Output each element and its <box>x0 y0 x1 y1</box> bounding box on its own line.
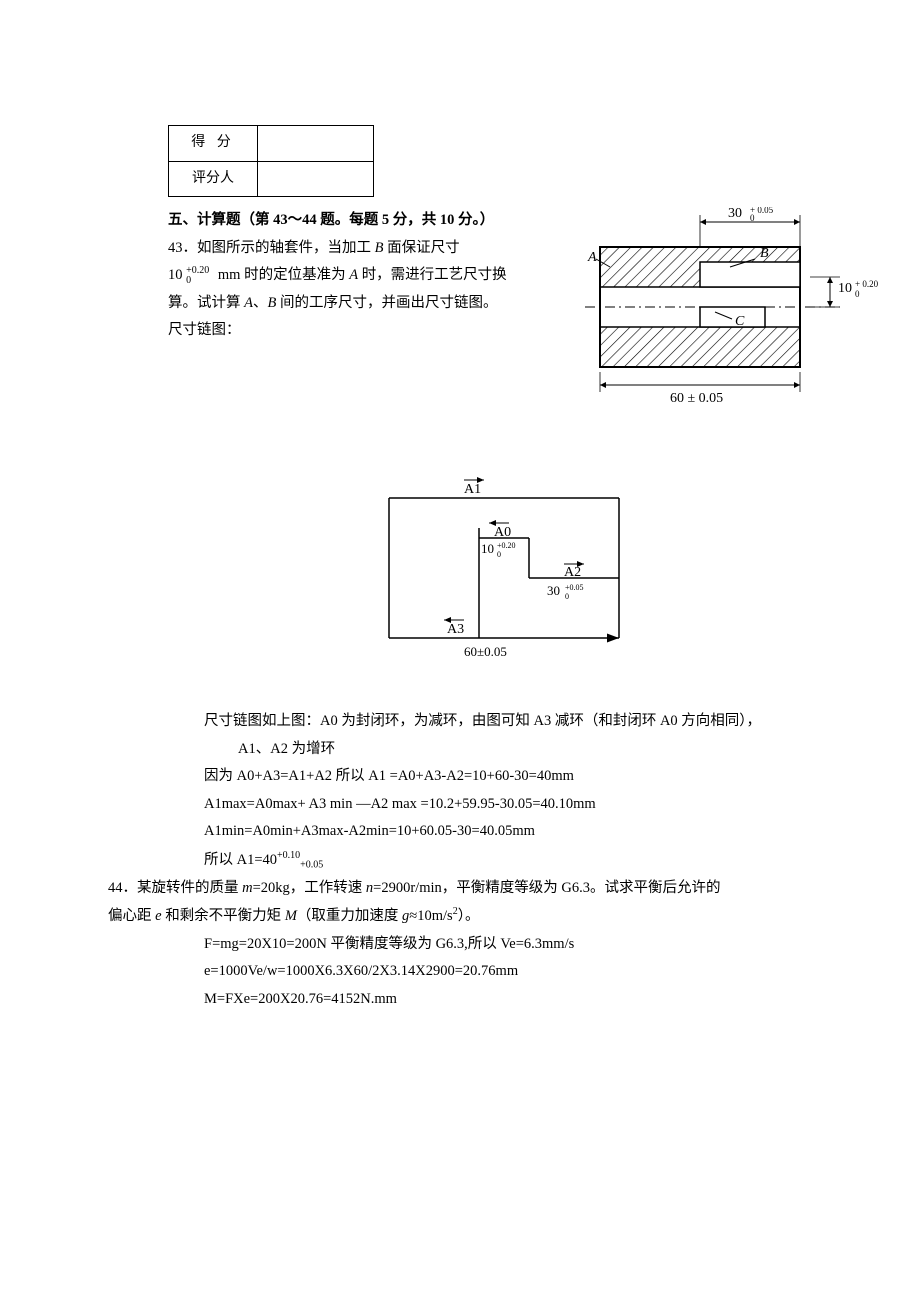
q43-ans-l5: A1min=A0min+A3max-A2min=10+60.05-30=40.0… <box>204 818 830 846</box>
chain-A3: A3 <box>447 622 464 637</box>
score-value <box>258 126 374 162</box>
chain-A0-val: 10 <box>481 541 494 556</box>
q43-line3: 算。试计算 A、B 间的工序尺寸，并画出尺寸链图。 <box>168 290 598 318</box>
dimension-chain-diagram: A1 A0 10 +0.20 0 A2 30 +0.05 0 A3 60±0.0… <box>349 468 649 668</box>
tol-upper: +0.10 <box>277 850 300 861</box>
var-M: M <box>285 908 297 924</box>
grader-label: 评分人 <box>169 161 258 197</box>
q43-text: 五、计算题（第 43～44 题。每题 5 分，共 10 分。） 43．如图所示的… <box>168 207 598 345</box>
text: 间的工序尺寸，并画出尺寸链图。 <box>276 295 497 311</box>
text: =20kg，工作转速 <box>253 880 366 896</box>
q43-block: 五、计算题（第 43～44 题。每题 5 分，共 10 分。） 43．如图所示的… <box>168 207 830 428</box>
chain-A2-lower: 0 <box>565 592 569 601</box>
tol-upper: +0.20 <box>186 265 209 276</box>
text: ≈10m/s <box>409 908 452 924</box>
q44-ans-l1: F=mg=20X10=200N 平衡精度等级为 G6.3,所以 Ve=6.3mm… <box>204 931 830 959</box>
text: 43．如图所示的轴套件，当加工 <box>168 240 375 256</box>
q43-ans-l1: 尺寸链图如上图：A0 为封闭环，为减环，由图可知 A3 减环（和封闭环 A0 方… <box>204 708 830 736</box>
text: mm 时的定位基准为 <box>214 267 349 283</box>
label-C: C <box>735 314 745 329</box>
text: 面保证尺寸 <box>383 240 459 256</box>
var-B: B <box>267 295 276 311</box>
tol-lower: +0.05 <box>300 860 323 871</box>
table-row: 得 分 <box>169 126 374 162</box>
score-table: 得 分 评分人 <box>168 125 374 197</box>
text: 、 <box>253 295 268 311</box>
chain-A0: A0 <box>494 525 511 540</box>
text: （取重力加速度 <box>297 908 402 924</box>
q43-ans-l6: 所以 A1=40+0.10+0.05 <box>204 846 830 875</box>
q43-line4: 尺寸链图： <box>168 317 598 345</box>
tol-lower: 0 <box>186 275 191 286</box>
label-A: A <box>587 250 597 265</box>
chain-A2-val: 30 <box>547 583 560 598</box>
chain-A0-lower: 0 <box>497 550 501 559</box>
dim-10-lower: 0 <box>855 289 860 299</box>
text: 44．某旋转件的质量 <box>108 880 242 896</box>
chain-A0-upper: +0.20 <box>497 541 516 550</box>
dim-60: 60 ± 0.05 <box>670 391 723 406</box>
q43-line1: 43．如图所示的轴套件，当加工 B 面保证尺寸 <box>168 235 598 263</box>
text: 算。试计算 <box>168 295 244 311</box>
chain-A1: A1 <box>464 482 481 497</box>
dim-30-lower: 0 <box>750 213 755 223</box>
text: 时，需进行工艺尺寸换 <box>358 267 507 283</box>
var-A: A <box>349 267 358 283</box>
chain-diagram-wrap: A1 A0 10 +0.20 0 A2 30 +0.05 0 A3 60±0.0… <box>168 468 830 679</box>
table-row: 评分人 <box>169 161 374 197</box>
q44-line2: 偏心距 e 和剩余不平衡力矩 M（取重力加速度 g≈10m/s2）。 <box>108 902 830 930</box>
text: 偏心距 <box>108 908 155 924</box>
q43-figure: 30 + 0.05 0 A B C <box>580 207 880 428</box>
var-A: A <box>244 295 253 311</box>
dim-10: 10 <box>838 281 852 296</box>
grader-value <box>258 161 374 197</box>
text: 所以 A1=40 <box>204 852 277 868</box>
chain-A2: A2 <box>564 565 581 580</box>
shaft-sleeve-figure: 30 + 0.05 0 A B C <box>580 207 880 417</box>
q43-ans-l2: A1、A2 为增环 <box>238 736 830 764</box>
q44-ans-l2: e=1000Ve/w=1000X6.3X60/2X3.14X2900=20.76… <box>204 958 830 986</box>
q44-line1: 44．某旋转件的质量 m=20kg，工作转速 n=2900r/min，平衡精度等… <box>108 875 830 903</box>
page: 得 分 评分人 五、计算题（第 43～44 题。每题 5 分，共 10 分。） … <box>0 0 920 1073</box>
text: 和剩余不平衡力矩 <box>162 908 285 924</box>
section-title: 五、计算题（第 43～44 题。每题 5 分，共 10 分。） <box>168 207 598 235</box>
q44-ans-l3: M=FXe=200X20.76=4152N.mm <box>204 986 830 1014</box>
dim-10-upper: + 0.20 <box>855 279 879 289</box>
chain-A2-upper: +0.05 <box>565 583 584 592</box>
text: =2900r/min，平衡精度等级为 G6.3。试求平衡后允许的 <box>373 880 720 896</box>
q43-line2: 10 0+0.20 mm 时的定位基准为 A 时，需进行工艺尺寸换 <box>168 262 598 290</box>
q43-ans-l3: 因为 A0+A3=A1+A2 所以 A1 =A0+A3-A2=10+60-30=… <box>204 763 830 791</box>
chain-A3-val: 60±0.05 <box>464 644 507 659</box>
dim-30: 30 <box>728 207 742 221</box>
text: 10 <box>168 267 186 283</box>
text: ）。 <box>458 908 480 924</box>
var-m: m <box>242 880 252 896</box>
score-label: 得 分 <box>169 126 258 162</box>
q43-ans-l4: A1max=A0max+ A3 min —A2 max =10.2+59.95-… <box>204 791 830 819</box>
label-B: B <box>760 246 769 261</box>
